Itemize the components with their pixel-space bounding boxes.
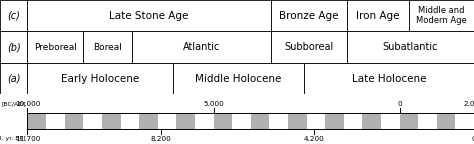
Bar	[251, 113, 269, 129]
Bar	[139, 113, 158, 129]
Bar	[176, 113, 195, 129]
Bar	[418, 113, 437, 129]
Text: Early Holocene: Early Holocene	[61, 74, 139, 84]
Bar	[46, 113, 64, 129]
Bar	[27, 113, 474, 129]
Bar	[195, 113, 213, 129]
Text: [BC/AD]: [BC/AD]	[1, 102, 26, 107]
Bar	[64, 113, 83, 129]
Text: Iron Age: Iron Age	[356, 11, 400, 21]
Text: Atlantic: Atlantic	[183, 42, 220, 52]
Text: (b): (b)	[7, 42, 21, 52]
Text: Subboreal: Subboreal	[284, 42, 333, 52]
Bar	[409, 0, 474, 31]
Bar	[269, 113, 288, 129]
Bar	[304, 63, 474, 94]
Bar	[120, 113, 139, 129]
Bar	[102, 113, 120, 129]
Text: 8.200: 8.200	[151, 136, 172, 142]
Text: 5.000: 5.000	[203, 101, 224, 107]
Bar	[83, 31, 132, 63]
Bar	[132, 31, 271, 63]
Bar	[27, 113, 46, 129]
Text: 10.000: 10.000	[15, 101, 40, 107]
Bar	[0, 31, 27, 63]
Bar	[347, 31, 474, 63]
Text: Middle Holocene: Middle Holocene	[195, 74, 282, 84]
Text: Middle and
Modern Age: Middle and Modern Age	[416, 6, 467, 25]
Text: Late Stone Age: Late Stone Age	[109, 11, 189, 21]
Bar	[0, 0, 27, 31]
Bar	[437, 113, 456, 129]
Text: 0: 0	[397, 101, 402, 107]
Text: Subatlantic: Subatlantic	[383, 42, 438, 52]
Bar	[213, 113, 232, 129]
Bar	[27, 63, 173, 94]
Bar	[27, 0, 271, 31]
Text: 2.000: 2.000	[464, 101, 474, 107]
Bar	[232, 113, 251, 129]
Text: 11.700: 11.700	[15, 136, 40, 142]
Text: Late Holocene: Late Holocene	[352, 74, 427, 84]
Text: 0: 0	[472, 136, 474, 142]
Text: [cal. yr. BP]: [cal. yr. BP]	[0, 136, 26, 141]
Text: 4.200: 4.200	[303, 136, 324, 142]
Text: Boreal: Boreal	[93, 43, 122, 52]
Bar	[288, 113, 307, 129]
Bar	[0, 63, 27, 94]
Bar	[344, 113, 362, 129]
Bar	[381, 113, 400, 129]
Text: (c): (c)	[7, 11, 20, 21]
Text: Preboreal: Preboreal	[34, 43, 77, 52]
Bar	[307, 113, 325, 129]
Bar	[400, 113, 418, 129]
Bar	[83, 113, 102, 129]
Text: Bronze Age: Bronze Age	[279, 11, 338, 21]
Bar	[362, 113, 381, 129]
Bar	[173, 63, 304, 94]
Bar	[271, 0, 347, 31]
Bar	[347, 0, 409, 31]
Bar	[325, 113, 344, 129]
Bar	[456, 113, 474, 129]
Bar	[158, 113, 176, 129]
Text: (a): (a)	[7, 74, 20, 84]
Bar	[27, 31, 83, 63]
Bar	[271, 31, 347, 63]
